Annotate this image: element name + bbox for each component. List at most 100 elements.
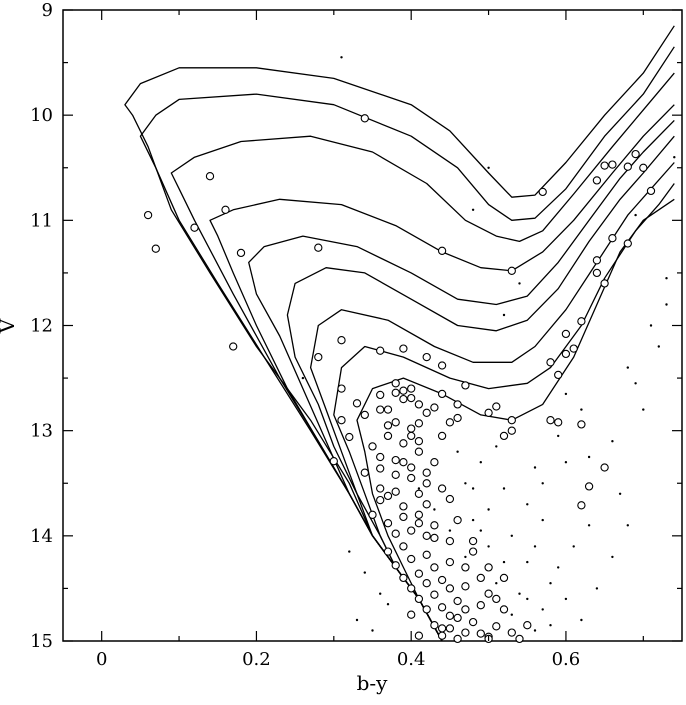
faint-star-point bbox=[533, 545, 537, 548]
isochrone-curve-1 bbox=[124, 25, 675, 642]
star-point bbox=[407, 473, 416, 483]
star-point bbox=[461, 563, 470, 572]
faint-star-point bbox=[526, 503, 529, 506]
faint-star-point bbox=[510, 534, 513, 537]
star-point bbox=[592, 256, 602, 265]
star-point bbox=[569, 344, 578, 353]
faint-star-point bbox=[379, 592, 382, 595]
star-point bbox=[337, 416, 346, 425]
faint-star-point bbox=[634, 213, 637, 217]
y-tick-label: 12 bbox=[30, 316, 53, 337]
star-point bbox=[236, 248, 246, 258]
star-point bbox=[577, 317, 586, 326]
star-point bbox=[414, 519, 424, 528]
star-point bbox=[515, 634, 524, 644]
isochrone-group bbox=[124, 25, 675, 642]
faint-star-point bbox=[433, 508, 436, 511]
star-point bbox=[600, 161, 609, 170]
star-point bbox=[422, 605, 431, 614]
star-point bbox=[499, 431, 509, 441]
star-point bbox=[507, 426, 516, 435]
star-point bbox=[399, 512, 408, 522]
faint-star-point bbox=[564, 461, 568, 464]
isochrone-curve-7 bbox=[309, 162, 675, 642]
x-tick-label: 0.6 bbox=[552, 649, 581, 670]
y-tick-label: 14 bbox=[30, 526, 53, 547]
faint-star-point bbox=[487, 508, 490, 511]
star-point bbox=[422, 531, 431, 540]
star-marker-group bbox=[143, 114, 656, 644]
star-point bbox=[329, 457, 338, 466]
star-point bbox=[445, 557, 455, 567]
x-tick-label: 0 bbox=[96, 649, 107, 670]
faint-star-point bbox=[471, 208, 475, 211]
faint-star-point bbox=[587, 524, 591, 527]
isochrone-curve-5 bbox=[248, 119, 675, 642]
star-point bbox=[399, 344, 408, 353]
star-point bbox=[523, 621, 532, 630]
star-point bbox=[646, 186, 656, 196]
star-point bbox=[492, 594, 501, 604]
isochrone-curve-6 bbox=[286, 135, 675, 642]
star-point bbox=[383, 405, 393, 414]
faint-star-point bbox=[479, 461, 482, 464]
star-point bbox=[407, 463, 416, 472]
star-point bbox=[414, 447, 424, 456]
star-point bbox=[437, 484, 447, 493]
faint-star-point bbox=[479, 529, 482, 532]
isochrone-curve-2 bbox=[139, 46, 675, 642]
star-point bbox=[229, 342, 238, 351]
star-point bbox=[143, 210, 153, 220]
faint-star-point bbox=[541, 482, 544, 485]
star-point bbox=[584, 482, 594, 491]
star-point bbox=[337, 336, 346, 345]
star-point bbox=[314, 352, 323, 362]
star-point bbox=[437, 575, 447, 585]
faint-star-point bbox=[518, 592, 521, 595]
faint-star-point bbox=[549, 582, 552, 585]
star-point bbox=[484, 563, 493, 572]
star-point bbox=[399, 573, 408, 583]
star-point bbox=[430, 403, 439, 412]
star-point bbox=[190, 223, 199, 232]
star-point bbox=[407, 584, 416, 593]
star-point bbox=[360, 468, 369, 477]
star-point bbox=[407, 393, 416, 403]
faint-star-point bbox=[456, 450, 459, 453]
y-tick-label: 9 bbox=[42, 0, 53, 21]
y-tick-label: 13 bbox=[30, 421, 53, 442]
star-point bbox=[376, 484, 385, 493]
star-point bbox=[414, 594, 424, 604]
faint-star-point bbox=[471, 518, 475, 522]
faint-star-point bbox=[649, 324, 653, 327]
faint-star-point bbox=[495, 582, 498, 585]
star-point bbox=[453, 634, 462, 644]
star-point bbox=[360, 114, 369, 123]
faint-star-point bbox=[549, 624, 552, 627]
star-point bbox=[600, 279, 609, 288]
star-point bbox=[476, 573, 485, 583]
faint-star-point bbox=[487, 166, 490, 169]
star-point bbox=[407, 424, 416, 433]
star-point bbox=[376, 452, 385, 462]
star-point bbox=[407, 526, 416, 535]
star-point bbox=[554, 370, 563, 380]
faint-star-point bbox=[371, 629, 374, 632]
star-point bbox=[507, 628, 516, 637]
isochrone-curve-8 bbox=[333, 183, 675, 642]
faint-star-point bbox=[471, 487, 475, 490]
star-point bbox=[414, 400, 424, 409]
star-point bbox=[445, 536, 455, 546]
star-point bbox=[561, 349, 571, 359]
star-point bbox=[507, 266, 516, 275]
star-point bbox=[437, 246, 447, 255]
star-point bbox=[391, 487, 400, 496]
star-point bbox=[399, 439, 408, 448]
star-point bbox=[399, 502, 408, 511]
star-point bbox=[345, 432, 354, 442]
star-point bbox=[368, 442, 377, 451]
star-point bbox=[453, 400, 462, 409]
y-axis-ticks: 9 10 11 12 13 14 15 bbox=[30, 0, 682, 652]
y-tick-label: 15 bbox=[30, 631, 53, 652]
